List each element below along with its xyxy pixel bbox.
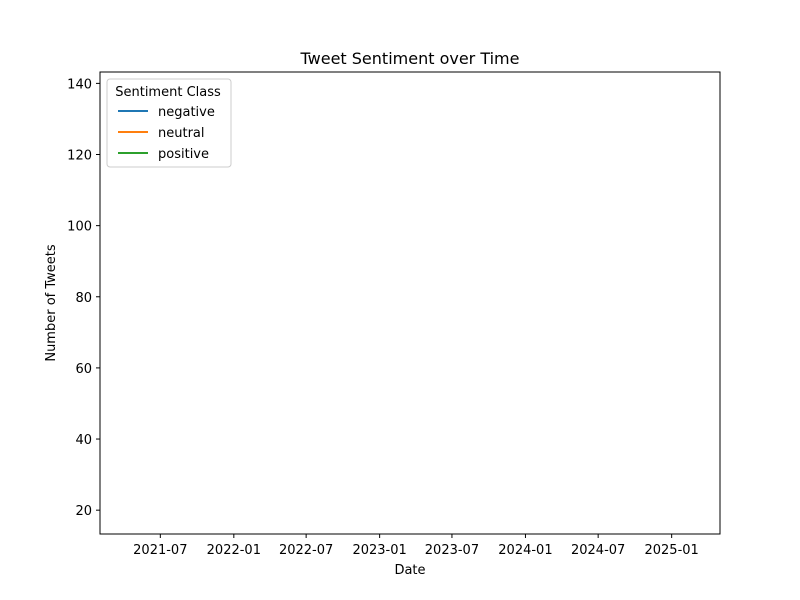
legend-entries: negative neutral positive [118,105,215,162]
x-tick-label: 2023-07 [425,543,479,558]
y-tick-label: 40 [75,433,92,448]
x-tick-label: 2025-01 [644,543,698,558]
y-tick-label: 120 [67,149,92,164]
y-tick-label: 80 [75,291,92,306]
chart-title: Tweet Sentiment over Time [300,49,520,68]
legend: Sentiment Class negative neutral positive [106,78,232,168]
legend-label-negative: negative [158,105,215,120]
y-tick-label: 140 [67,77,92,92]
legend-box [106,78,232,168]
x-tick-label: 2024-07 [571,543,625,558]
x-axis-label: Date [394,563,425,578]
plot-frame [99,71,721,535]
legend-title: Sentiment Class [115,85,221,100]
y-axis-ticks: 20 40 60 80 100 120 140 [67,77,100,519]
x-tick-label: 2023-01 [352,543,406,558]
x-tick-label: 2022-01 [207,543,261,558]
y-tick-label: 60 [75,362,92,377]
x-tick-label: 2024-01 [498,543,552,558]
y-axis-label: Number of Tweets [44,244,59,362]
x-tick-label: 2022-07 [279,543,333,558]
legend-label-positive: positive [158,147,209,162]
x-tick-label: 2021-07 [133,543,187,558]
x-axis-ticks: 2021-07 2022-01 2022-07 2023-01 2023-07 2024-… [133,534,699,558]
y-tick-label: 20 [75,504,92,519]
legend-label-neutral: neutral [158,126,205,141]
y-tick-label: 100 [67,220,92,235]
